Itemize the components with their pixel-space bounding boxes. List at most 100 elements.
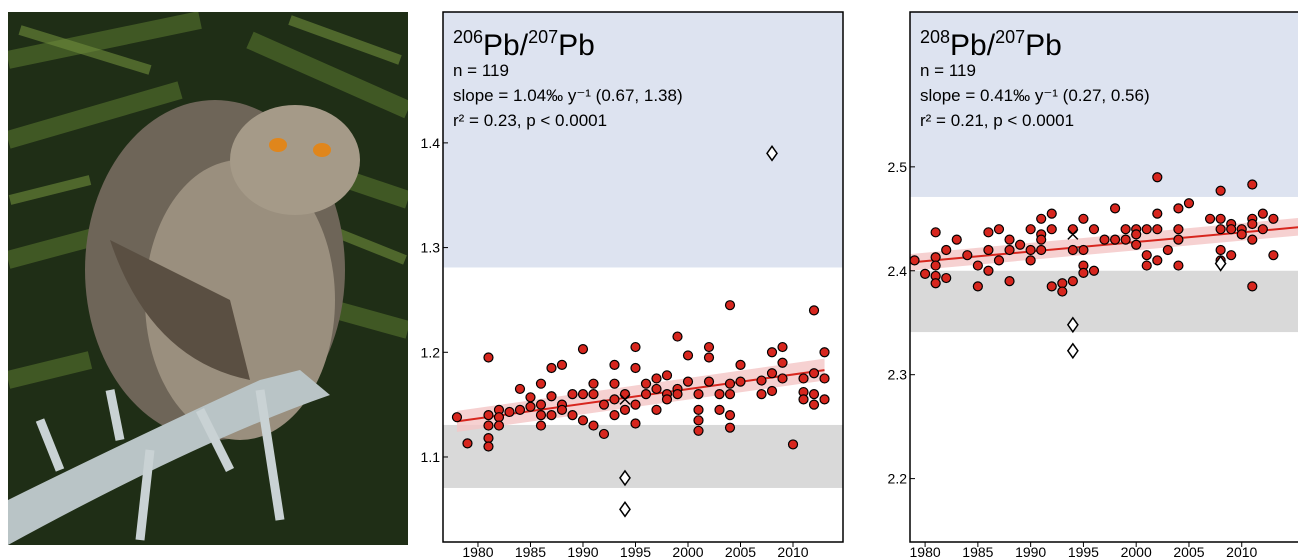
plot-area: [443, 12, 843, 518]
x-tick-label: 1980: [910, 544, 941, 558]
data-point: [483, 441, 494, 452]
reference-band: [443, 424, 843, 488]
data-point: [1088, 265, 1100, 276]
data-point: [556, 404, 568, 415]
data-point: [1141, 260, 1152, 271]
outlier-point: [766, 145, 778, 162]
data-point: [1057, 278, 1068, 289]
data-point: [819, 394, 830, 405]
data-point: [766, 368, 778, 379]
data-point: [756, 389, 767, 400]
data-point: [930, 252, 941, 263]
data-point: [693, 425, 704, 436]
data-point: [962, 250, 973, 261]
data-point: [735, 359, 746, 370]
data-point: [724, 378, 736, 389]
data-point: [930, 278, 941, 289]
data-point: [1025, 255, 1036, 266]
data-point: [1173, 234, 1184, 245]
data-point: [703, 352, 715, 363]
data-point: [672, 331, 683, 342]
data-point: [598, 428, 610, 440]
data-point: [1067, 224, 1078, 235]
data-point: [1046, 281, 1057, 292]
excluded-point: [619, 393, 631, 405]
y-tick-label: 1.3: [421, 240, 441, 256]
data-point: [703, 376, 715, 387]
data-point: [525, 401, 536, 412]
data-point: [1067, 276, 1078, 287]
data-point: [1078, 213, 1089, 224]
data-point: [682, 376, 694, 387]
data-point: [514, 404, 526, 415]
title-superscript: 207: [528, 27, 558, 47]
excluded-point: [1067, 228, 1079, 240]
x-tick-label: 1990: [1015, 544, 1046, 558]
annotation: slope = 1.04‰ y⁻¹ (0.67, 1.38): [453, 86, 683, 105]
data-point: [1236, 229, 1247, 240]
data-point: [714, 389, 725, 400]
data-point: [1078, 267, 1089, 278]
title-text: Pb: [558, 29, 595, 62]
data-point: [483, 433, 494, 444]
data-point: [1257, 208, 1268, 219]
data-point: [703, 341, 715, 353]
data-point: [919, 268, 931, 279]
data-point: [567, 410, 578, 421]
data-point: [1268, 213, 1279, 224]
chart-title: 206Pb/207Pb: [453, 27, 595, 62]
y-tick-label: 2.2: [888, 471, 908, 487]
data-point: [1088, 224, 1100, 235]
data-point: [535, 410, 547, 421]
data-point: [483, 352, 494, 363]
data-point: [808, 389, 820, 400]
data-point: [1173, 260, 1184, 271]
data-point: [525, 392, 536, 403]
reference-band: [910, 270, 1298, 333]
data-point: [798, 373, 809, 384]
data-point: [588, 420, 599, 431]
data-point: [1152, 208, 1163, 219]
data-point: [808, 399, 820, 410]
plot-frame: [909, 11, 1298, 543]
data-point: [556, 359, 568, 370]
data-point: [630, 362, 641, 374]
data-point: [819, 347, 830, 358]
outlier-point: [1214, 255, 1227, 272]
x-tick-label: 1995: [1068, 544, 1099, 558]
data-point: [951, 234, 962, 245]
data-point: [777, 341, 788, 353]
outlier-point: [619, 501, 631, 518]
data-point: [1204, 213, 1216, 224]
annotation: slope = 0.41‰ y⁻¹ (0.27, 0.56): [920, 86, 1150, 105]
plot-area: [910, 12, 1298, 360]
y-tick-label: 1.1: [421, 449, 441, 465]
data-point: [993, 255, 1005, 266]
data-point: [1131, 239, 1142, 250]
data-point: [735, 376, 746, 387]
data-point: [1247, 179, 1258, 190]
data-point: [619, 404, 631, 415]
data-point: [546, 410, 557, 421]
y-tick-label: 2.3: [888, 367, 908, 383]
data-point: [766, 385, 778, 397]
data-point: [672, 389, 683, 400]
data-point: [640, 389, 652, 400]
data-point: [819, 373, 830, 384]
data-point: [983, 265, 994, 276]
data-point: [483, 410, 494, 421]
data-point: [1109, 234, 1121, 245]
x-tick-label: 1985: [962, 544, 993, 558]
data-point: [504, 406, 515, 418]
data-point: [1025, 244, 1036, 256]
data-point: [1141, 224, 1152, 235]
data-point: [609, 394, 620, 405]
data-point: [493, 412, 505, 423]
data-point: [1109, 203, 1121, 214]
data-point: [930, 227, 941, 238]
data-point: [651, 373, 662, 384]
annotation: r² = 0.23, p < 0.0001: [453, 111, 607, 130]
data-point: [693, 389, 704, 400]
data-point: [1247, 218, 1258, 230]
